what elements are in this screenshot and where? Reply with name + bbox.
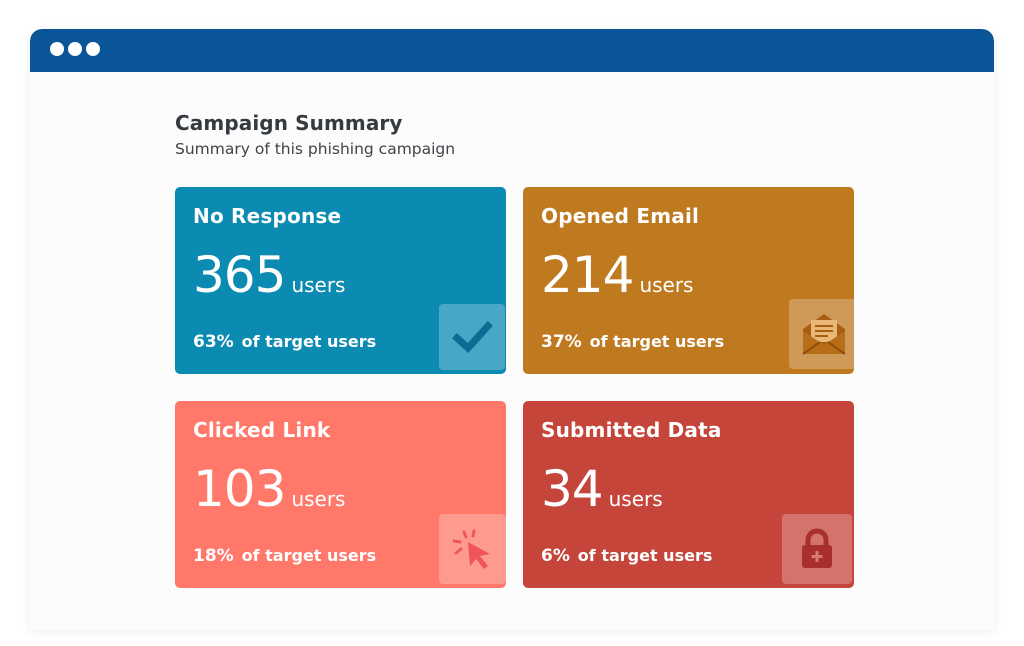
lock-icon — [782, 514, 852, 584]
card-percent-label: of target users — [241, 332, 377, 351]
card-percent: 6% — [541, 546, 570, 566]
card-percent-label: of target users — [577, 546, 713, 565]
window-titlebar — [30, 29, 994, 72]
page-title: Campaign Summary — [175, 111, 403, 135]
card-count: 103 — [193, 460, 286, 518]
card-count-row: 214 users — [541, 245, 693, 305]
card-title: No Response — [193, 204, 342, 228]
card-percent-row: 63% of target users — [193, 332, 376, 352]
window-dot-icon[interactable] — [68, 42, 82, 56]
card-count-row: 34 users — [541, 459, 663, 519]
card-percent: 37% — [541, 332, 582, 352]
window-dot-icon[interactable] — [86, 42, 100, 56]
no-response-card[interactable]: No Response 365 users 63% of target user… — [175, 187, 506, 374]
card-percent: 18% — [193, 546, 234, 566]
card-percent-row: 6% of target users — [541, 546, 712, 566]
card-percent-label: of target users — [589, 332, 725, 351]
card-count: 365 — [193, 246, 286, 304]
card-percent-row: 18% of target users — [193, 546, 376, 566]
card-title: Submitted Data — [541, 418, 722, 442]
envelope-icon — [789, 299, 854, 369]
submitted-data-card[interactable]: Submitted Data 34 users 6% of target use… — [523, 401, 854, 588]
card-unit: users — [291, 487, 346, 511]
card-count-row: 365 users — [193, 245, 345, 305]
card-unit: users — [639, 273, 694, 297]
card-count: 34 — [541, 460, 604, 518]
card-title: Clicked Link — [193, 418, 331, 442]
card-count-row: 103 users — [193, 459, 345, 519]
card-unit: users — [608, 487, 663, 511]
card-count: 214 — [541, 246, 634, 304]
clicked-link-card[interactable]: Clicked Link 103 users 18% of target use… — [175, 401, 506, 588]
page-subtitle: Summary of this phishing campaign — [175, 140, 456, 158]
opened-email-card[interactable]: Opened Email 214 users 37% of target use… — [523, 187, 854, 374]
card-percent-row: 37% of target users — [541, 332, 724, 352]
card-percent: 63% — [193, 332, 234, 352]
card-percent-label: of target users — [241, 546, 377, 565]
browser-window: Campaign Summary Summary of this phishin… — [30, 29, 994, 630]
card-title: Opened Email — [541, 204, 700, 228]
cursor-click-icon — [439, 514, 506, 584]
card-unit: users — [291, 273, 346, 297]
checkmark-icon — [439, 304, 505, 370]
window-dot-icon[interactable] — [50, 42, 64, 56]
